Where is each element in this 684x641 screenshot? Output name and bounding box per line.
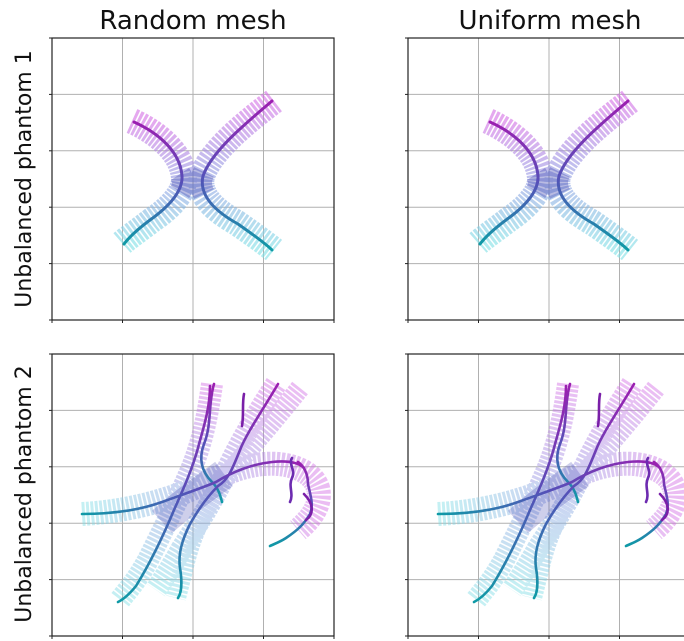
column-title-random-mesh: Random mesh <box>99 6 286 36</box>
row-title-phantom-2: Unbalanced phantom 2 <box>12 365 37 622</box>
panel-3 <box>49 353 335 639</box>
row-title-phantom-1: Unbalanced phantom 1 <box>12 50 37 307</box>
panel-4 <box>405 353 684 639</box>
phantom1-artwork <box>122 101 274 250</box>
panel-frame <box>407 37 684 321</box>
column-title-uniform-mesh: Uniform mesh <box>459 6 642 36</box>
panel-frame <box>51 353 335 637</box>
phantom2-artwork <box>82 384 319 602</box>
panel-frame <box>51 37 335 321</box>
panels-group <box>49 37 684 639</box>
phantom2-artwork <box>438 384 675 602</box>
panel-frame <box>407 353 684 637</box>
phantom1-artwork <box>478 101 630 250</box>
panel-2 <box>405 37 684 323</box>
panel-1 <box>49 37 335 323</box>
